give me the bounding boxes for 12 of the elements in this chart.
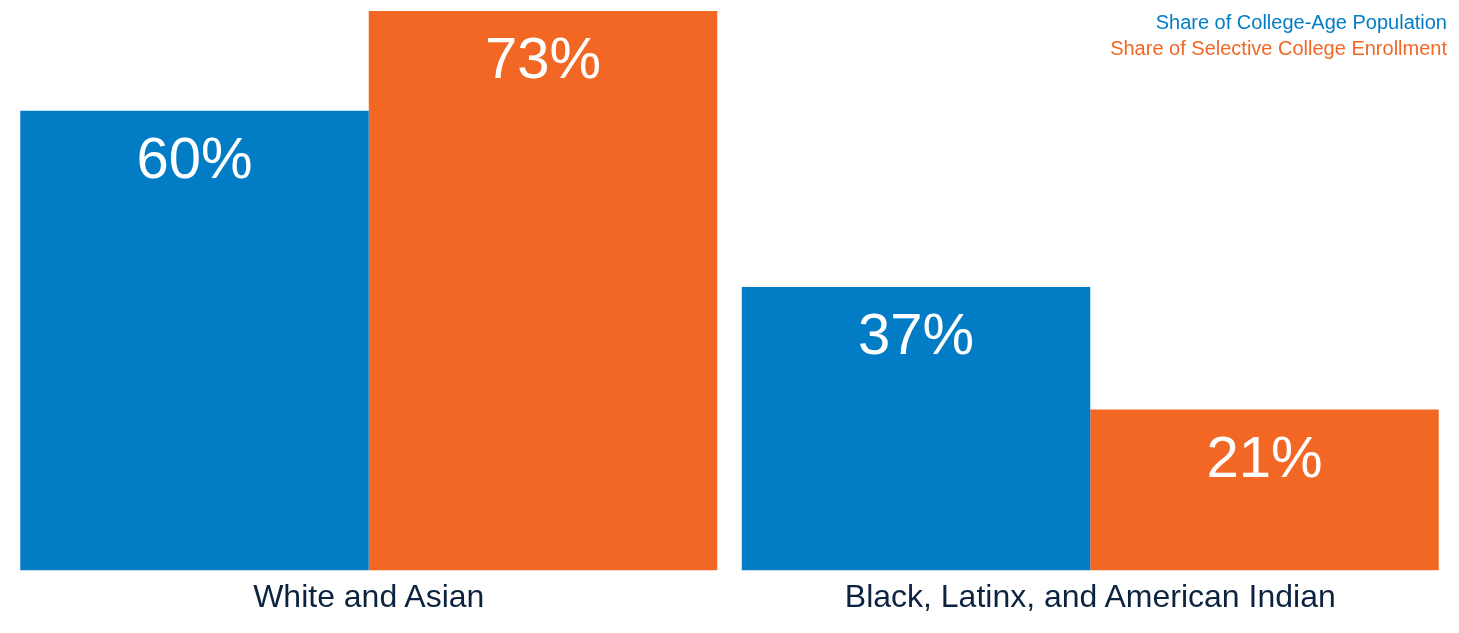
text: Share of College-Age Population	[1155, 10, 1447, 33]
bar	[1090, 409, 1439, 571]
text: Share of Selective College Enrollment	[1110, 36, 1448, 59]
data-label: 21%	[1206, 423, 1323, 489]
bar	[20, 110, 369, 571]
bar	[741, 286, 1091, 571]
x-tick-label: White and Asian	[253, 577, 485, 614]
data-label: 60%	[136, 124, 253, 190]
x-tick-label: Black, Latinx, and American Indian	[844, 577, 1336, 614]
data-label: 73%	[484, 25, 602, 90]
bar	[368, 11, 718, 571]
data-label: 37%	[857, 300, 975, 366]
